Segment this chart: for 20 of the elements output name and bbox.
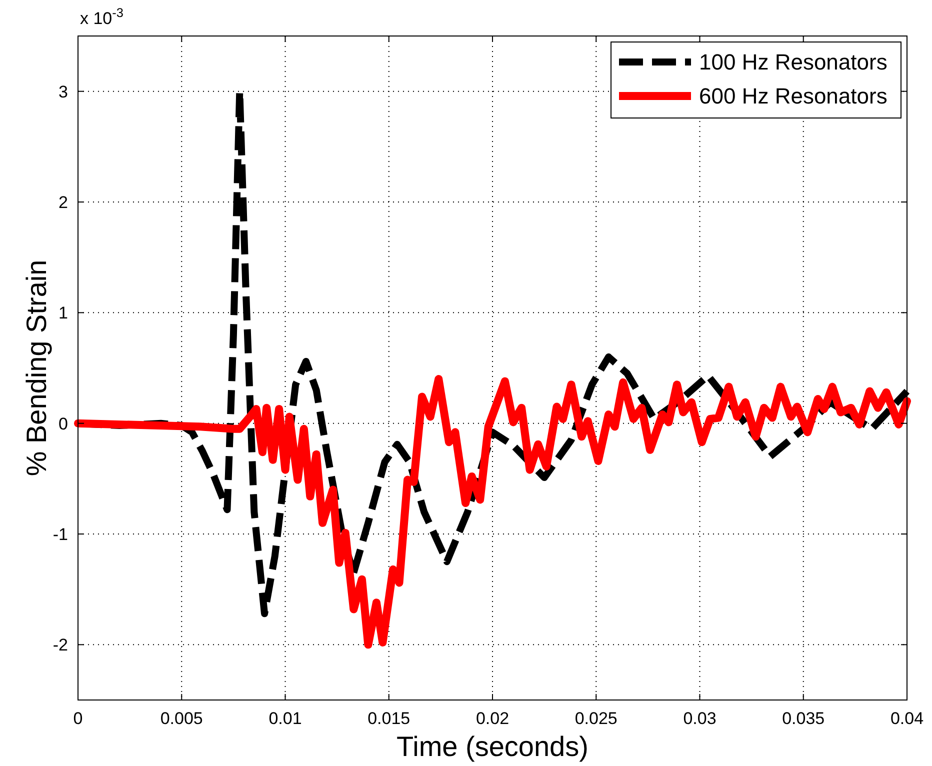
x-tick-label: 0.025 [574,709,618,728]
x-tick-label: 0.01 [268,709,302,728]
y-tick-label: -2 [52,636,68,655]
x-tick-label: 0.03 [683,709,716,728]
x-tick-label: 0.02 [476,709,510,728]
x-tick-label: 0.035 [782,709,825,728]
y-tick-label: 2 [58,192,68,212]
y-axis-title: % Bending Strain [21,260,52,476]
x-axis-title: Time (seconds) [396,731,588,762]
legend-label: 600 Hz Resonators [699,84,888,109]
text: x 10$^{-3}$ [80,4,124,28]
y-tick-label: 0 [58,414,68,434]
y-tick-label: 1 [58,304,68,323]
y-tick-label: 3 [58,82,68,102]
x-tick-label: 0.005 [160,709,203,728]
x-tick-label: 0.015 [368,709,410,728]
x-tick-label: 0.04 [890,709,924,728]
legend-label: 100 Hz Resonators [699,50,888,75]
y-tick-label: -1 [52,524,68,544]
x-tick-label: 0 [73,709,83,728]
